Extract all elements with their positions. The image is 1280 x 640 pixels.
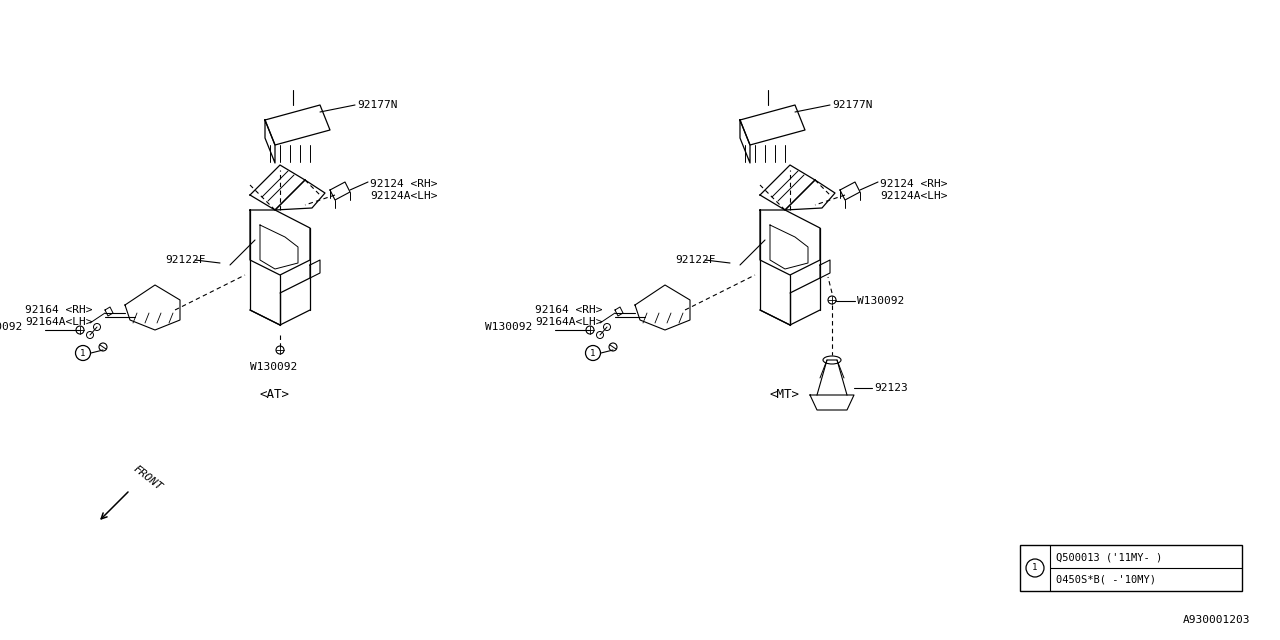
- Text: 0450S*B( -'10MY): 0450S*B( -'10MY): [1056, 575, 1156, 584]
- Text: A930001203: A930001203: [1183, 615, 1251, 625]
- Text: W130092: W130092: [858, 296, 904, 306]
- Text: 92177N: 92177N: [832, 100, 873, 110]
- Text: 92124A<LH>: 92124A<LH>: [881, 191, 947, 201]
- Text: 92122F: 92122F: [675, 255, 716, 265]
- Text: <AT>: <AT>: [260, 388, 291, 401]
- Text: 92124 <RH>: 92124 <RH>: [881, 179, 947, 189]
- Text: 92124A<LH>: 92124A<LH>: [370, 191, 438, 201]
- Text: 1: 1: [590, 349, 595, 358]
- Text: 1: 1: [1032, 563, 1038, 573]
- Text: 92123: 92123: [874, 383, 908, 393]
- Text: 92164A<LH>: 92164A<LH>: [535, 317, 603, 327]
- Bar: [1020, 545, 1242, 591]
- Text: 1: 1: [81, 349, 86, 358]
- Text: Q500013 ('11MY- ): Q500013 ('11MY- ): [1056, 552, 1162, 563]
- Text: 92122F: 92122F: [165, 255, 206, 265]
- Text: 92124 <RH>: 92124 <RH>: [370, 179, 438, 189]
- Text: 92164 <RH>: 92164 <RH>: [535, 305, 603, 315]
- Text: 92164A<LH>: 92164A<LH>: [26, 317, 92, 327]
- Text: W130092: W130092: [485, 322, 532, 332]
- Text: 92177N: 92177N: [357, 100, 398, 110]
- Text: FRONT: FRONT: [132, 463, 164, 492]
- Text: 92164 <RH>: 92164 <RH>: [26, 305, 92, 315]
- Text: W130092: W130092: [250, 362, 297, 372]
- Text: W130092: W130092: [0, 322, 22, 332]
- Text: <MT>: <MT>: [771, 388, 800, 401]
